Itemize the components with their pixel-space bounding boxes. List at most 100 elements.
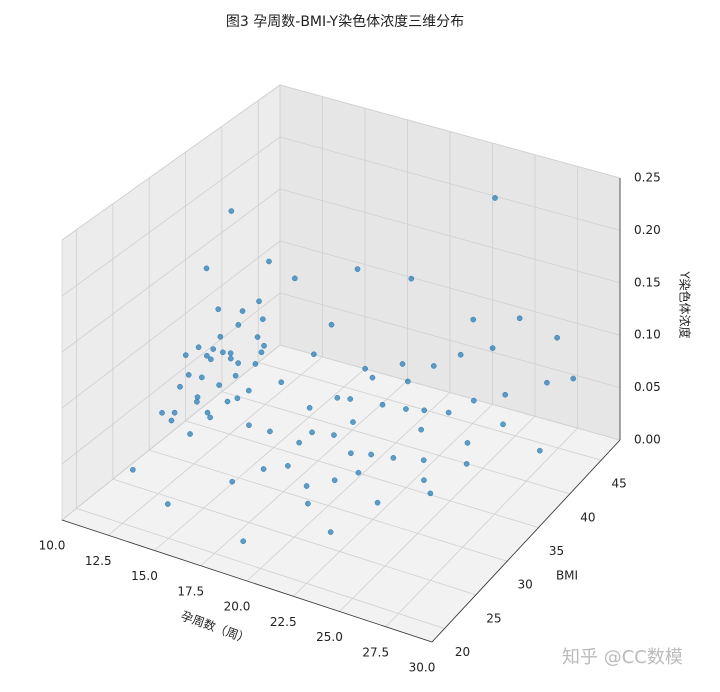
z-tick-label: 0.15 [634,275,661,289]
grid-line [61,240,281,409]
z-tick-label: 0.10 [634,328,661,342]
x-tick-label: 25.0 [316,630,343,644]
point [210,346,217,352]
point [408,275,415,282]
x-tick-label: 10.0 [39,539,66,553]
grid-line [221,391,570,495]
point [305,500,311,507]
point [369,374,376,381]
point [463,461,470,467]
axis-line [431,439,621,643]
point [254,334,261,340]
point [240,538,247,545]
point [177,383,183,390]
grid-line [61,344,281,521]
grid-line [154,368,366,551]
y-tick-label: 20 [455,645,470,659]
z-tick-label: 0.05 [634,380,661,394]
point [232,372,239,379]
point [470,316,477,323]
point [168,417,175,424]
grid-line [279,188,621,284]
point [278,379,285,386]
point [194,394,201,400]
point [570,375,577,382]
point [331,432,337,438]
axis-line [61,519,433,643]
grid-line [292,404,493,597]
point [203,265,210,272]
point [362,365,368,372]
point [260,466,267,472]
y-tick-label: 25 [486,611,501,625]
z-axis-label: Y染色体浓度 [678,270,693,338]
point [285,463,291,469]
point [259,316,266,323]
point [404,378,411,385]
grid-line [61,292,281,465]
point [421,477,427,484]
point [215,306,222,313]
point [348,450,354,457]
point [399,361,406,367]
point [267,428,273,435]
point [500,421,506,428]
chart-title: 图3 孕周数-BMI-Y染色体浓度三维分布 [226,13,464,30]
x-tick-label: 12.5 [85,554,112,568]
point [204,352,210,359]
grid-line [61,188,281,353]
y-tick-label: 40 [580,510,595,524]
point [430,363,437,369]
point [164,501,171,507]
point [420,457,427,464]
grid-line [61,84,281,241]
point [489,345,496,351]
grid-line [61,136,281,297]
point [354,266,361,272]
grid-line [149,449,508,562]
grid-line [112,478,476,596]
point [306,404,313,411]
point [390,455,397,461]
point [331,477,338,484]
x-tick-label: 15.0 [131,569,158,583]
grid-line [185,420,539,528]
point [554,334,560,341]
point [464,440,471,446]
y-tick-label: 35 [549,544,564,558]
point [374,499,381,506]
point [171,409,178,416]
point [350,419,356,425]
point [418,426,425,433]
point [239,308,246,314]
point [445,409,452,416]
point [327,529,334,535]
point [195,344,202,351]
point [224,398,231,405]
point [194,398,200,405]
z-tick-label: 0.20 [634,223,661,237]
x-tick-label: 27.5 [362,645,389,659]
x-axis-label: 孕周数（周） [179,608,252,647]
x-tick-label: 30.0 [409,661,436,675]
point [159,409,165,416]
point [228,208,235,214]
point [291,275,298,282]
y-tick-label: 45 [612,477,627,491]
point [309,429,315,436]
point [207,414,213,421]
point [185,372,192,378]
point [261,342,267,349]
point [220,349,226,356]
point [427,490,434,497]
grid-line [200,380,408,567]
point [182,352,189,358]
grid-line [279,292,621,388]
grid-line [246,392,451,582]
point [492,195,498,201]
point [258,349,265,356]
point [252,361,259,367]
point [502,391,509,398]
